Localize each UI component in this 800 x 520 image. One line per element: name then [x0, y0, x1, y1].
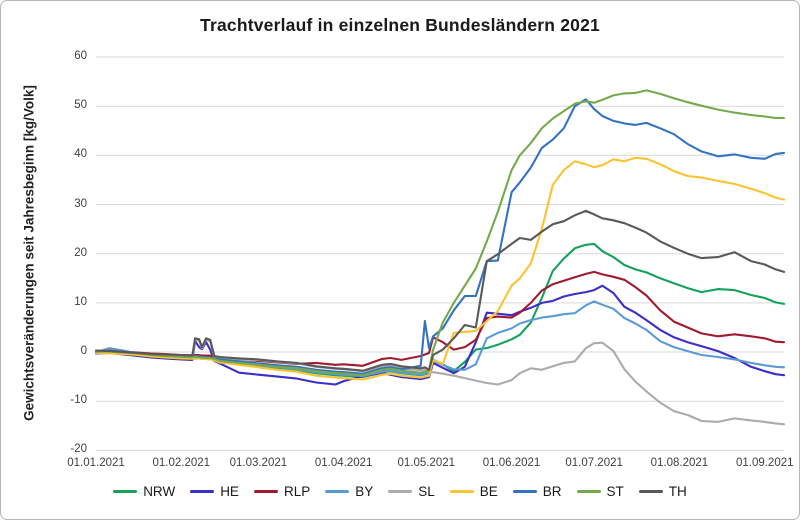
series-line-ST	[94, 89, 786, 377]
legend-item-RLP: RLP	[253, 484, 311, 499]
legend-item-SL: SL	[388, 484, 435, 499]
x-tick-label: 01.07.2021	[565, 457, 623, 469]
legend-swatch-RLP	[253, 490, 278, 493]
series-line-RLP	[94, 270, 786, 367]
x-tick-label: 01.09.2021	[735, 457, 794, 469]
legend-item-HE: HE	[190, 484, 239, 499]
chart-title: Trachtverlauf in einzelnen Bundesländern…	[200, 15, 600, 35]
series-line-BE	[94, 156, 786, 381]
legend-label: BY	[355, 484, 374, 499]
legend-swatch-NRW	[113, 490, 138, 493]
y-tick-label: 40	[74, 148, 87, 161]
y-tick-label: -20	[70, 443, 87, 456]
x-tick-label: 01.06.2021	[482, 457, 541, 469]
y-tick-label: 10	[74, 295, 87, 308]
legend-swatch-BY	[325, 490, 350, 493]
legend-item-BR: BR	[512, 484, 562, 499]
legend-swatch-BE	[449, 490, 474, 493]
legend-item-ST: ST	[576, 484, 624, 499]
legend-swatch-HE	[190, 490, 215, 493]
y-tick-label: 50	[74, 99, 87, 112]
x-tick-label: 01.03.2021	[229, 457, 288, 469]
legend-item-TH: TH	[638, 484, 687, 499]
x-tick-label: 01.02.2021	[152, 457, 211, 469]
y-tick-label: -10	[70, 394, 87, 407]
y-tick-label: 0	[80, 345, 87, 358]
x-tick-label: 01.04.2021	[314, 457, 373, 469]
legend-label: RLP	[283, 484, 311, 499]
plot-area	[94, 56, 786, 451]
series-line-HE	[94, 284, 786, 386]
x-tick-label: 01.08.2021	[650, 457, 709, 469]
legend-swatch-BR	[512, 490, 537, 493]
legend: NRW HE RLP BY SL BE BR ST TH	[1, 484, 799, 499]
legend-label: BE	[479, 484, 498, 499]
legend-swatch-ST	[576, 490, 601, 493]
legend-label: TH	[668, 484, 687, 499]
legend-swatch-TH	[638, 490, 663, 493]
legend-label: HE	[220, 484, 239, 499]
legend-item-NRW: NRW	[113, 484, 175, 499]
legend-swatch-SL	[388, 490, 413, 493]
legend-item-BE: BE	[449, 484, 498, 499]
legend-label: NRW	[143, 484, 176, 499]
legend-label: ST	[606, 484, 624, 499]
y-tick-label: 30	[74, 197, 87, 210]
legend-label: SL	[418, 484, 435, 499]
series-line-TH	[94, 209, 786, 372]
x-tick-label: 01.01.2021	[67, 457, 125, 469]
y-tick-label: 60	[74, 50, 87, 62]
y-tick-label: 20	[74, 246, 87, 259]
x-tick-label: 01.05.2021	[397, 457, 456, 469]
legend-label: BR	[542, 484, 562, 499]
legend-item-BY: BY	[325, 484, 373, 499]
